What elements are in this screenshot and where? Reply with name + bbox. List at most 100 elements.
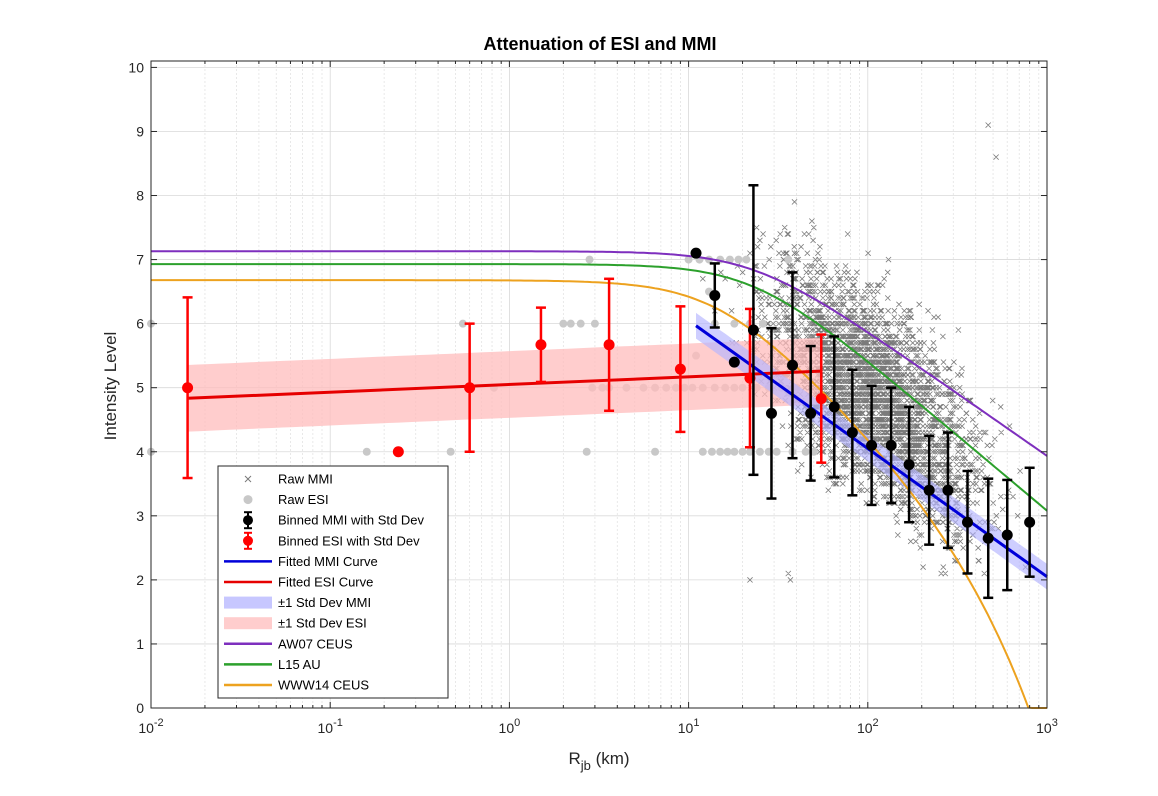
raw-esi-point <box>684 255 693 264</box>
y-tick-label: 4 <box>136 444 144 460</box>
raw-esi-point <box>801 447 810 456</box>
y-tick-label: 0 <box>136 700 144 716</box>
binned-mmi-point <box>1024 516 1036 528</box>
legend: Raw MMI Raw ESI Binned MMI with Std Dev Bin… <box>217 465 449 699</box>
raw-esi-point <box>742 255 751 264</box>
binned-mmi-point <box>805 407 817 419</box>
legend-swatch-raw-esi <box>243 495 253 505</box>
raw-esi-point <box>734 255 743 264</box>
raw-esi-point <box>590 319 599 328</box>
binned-esi-point <box>535 339 547 351</box>
x-axis-label: Rjb (km) <box>568 749 629 773</box>
binned-esi-point <box>815 393 827 405</box>
y-tick-label: 2 <box>136 572 144 588</box>
binned-data-layer <box>182 184 1036 600</box>
binned-mmi-point <box>982 532 994 544</box>
legend-label: Raw ESI <box>278 492 329 507</box>
legend-label: L15 AU <box>278 657 321 672</box>
raw-esi-point <box>458 319 467 328</box>
y-tick-label: 5 <box>136 380 144 396</box>
raw-esi-point <box>576 319 585 328</box>
legend-swatch-band-mmi <box>224 596 272 609</box>
raw-esi-point <box>784 255 793 264</box>
binned-mmi-point <box>866 439 878 451</box>
y-tick-label: 9 <box>136 123 144 139</box>
y-tick-label: 3 <box>136 508 144 524</box>
x-tick-label: 100 <box>499 717 521 736</box>
raw-esi-point <box>582 447 591 456</box>
y-tick-label: 7 <box>136 252 144 268</box>
binned-mmi-point <box>786 359 798 371</box>
x-axis-label-main: R <box>568 749 580 768</box>
raw-esi-point <box>559 319 568 328</box>
legend-label: AW07 CEUS <box>278 636 353 651</box>
raw-esi-point <box>716 447 725 456</box>
legend-swatch-band-esi <box>224 617 272 630</box>
x-tick-label: 102 <box>857 717 879 736</box>
binned-mmi-point <box>923 484 935 496</box>
x-tick-label: 103 <box>1036 717 1058 736</box>
fitted-esi-curve <box>187 369 822 400</box>
binned-mmi-point <box>709 289 721 301</box>
raw-esi-point <box>730 447 739 456</box>
raw-esi-point <box>758 319 767 328</box>
legend-label: ±1 Std Dev MMI <box>278 595 371 610</box>
binned-mmi-point <box>903 459 915 471</box>
binned-esi-point <box>603 339 615 351</box>
raw-esi-point <box>566 319 575 328</box>
x-tick-label: 10-1 <box>318 717 343 736</box>
raw-esi-point <box>585 255 594 264</box>
axes-box <box>150 60 1048 709</box>
y-tick-label: 6 <box>136 316 144 332</box>
legend-label: Binned ESI with Std Dev <box>278 533 420 548</box>
x-axis-label-unit: (km) <box>591 749 630 768</box>
legend-label: Binned MMI with Std Dev <box>278 513 424 528</box>
binned-mmi-point <box>765 407 777 419</box>
raw-esi-point <box>446 447 455 456</box>
binned-mmi-point <box>885 439 897 451</box>
raw-esi-point <box>707 447 716 456</box>
raw-esi-point <box>362 447 371 456</box>
www14-curve <box>151 279 1047 709</box>
legend-label: Raw MMI <box>278 472 333 487</box>
raw-esi-point <box>698 447 707 456</box>
aw07-curve <box>151 250 1048 457</box>
raw-esi-point <box>745 447 754 456</box>
axis-ticks: 10-2 10-1 100 101 102 103 0 1 2 3 4 5 6 7 8 9 10 <box>128 59 1057 736</box>
raw-esi-point <box>723 447 732 456</box>
legend-label: Fitted ESI Curve <box>278 575 373 590</box>
binned-mmi-point <box>728 356 740 368</box>
binned-esi-point <box>392 446 404 458</box>
legend-swatch-raw-mmi <box>244 475 252 483</box>
legend-swatch-binned-esi <box>243 535 253 546</box>
chart-title: Attenuation of ESI and MMI <box>484 34 717 54</box>
y-tick-label: 10 <box>128 59 144 75</box>
binned-mmi-point <box>942 484 954 496</box>
binned-mmi-point <box>1001 529 1013 541</box>
legend-label: WWW14 CEUS <box>278 678 369 693</box>
y-tick-label: 8 <box>136 188 144 204</box>
x-axis-label-subscript: jb <box>580 758 591 773</box>
raw-esi-point <box>755 447 764 456</box>
binned-mmi-point <box>961 516 973 528</box>
x-tick-label: 101 <box>678 717 700 736</box>
x-tick-label: 10-2 <box>138 717 163 736</box>
y-tick-label: 1 <box>136 636 144 652</box>
binned-esi-point <box>674 363 686 375</box>
raw-esi-point <box>730 319 739 328</box>
binned-esi-point <box>464 382 476 394</box>
legend-label: ±1 Std Dev ESI <box>278 616 367 631</box>
binned-mmi-point <box>747 324 759 336</box>
y-axis-label: Intensity Level <box>101 332 120 441</box>
legend-label: Fitted MMI Curve <box>278 554 378 569</box>
binned-mmi-point <box>846 427 858 439</box>
binned-mmi-point <box>690 247 702 259</box>
binned-esi-point <box>182 382 194 394</box>
legend-swatch-binned-mmi <box>243 515 253 526</box>
raw-esi-point <box>772 447 781 456</box>
binned-mmi-point <box>828 401 840 413</box>
raw-esi-point <box>738 447 747 456</box>
l15-curve <box>151 263 1048 512</box>
raw-esi-point <box>651 447 660 456</box>
